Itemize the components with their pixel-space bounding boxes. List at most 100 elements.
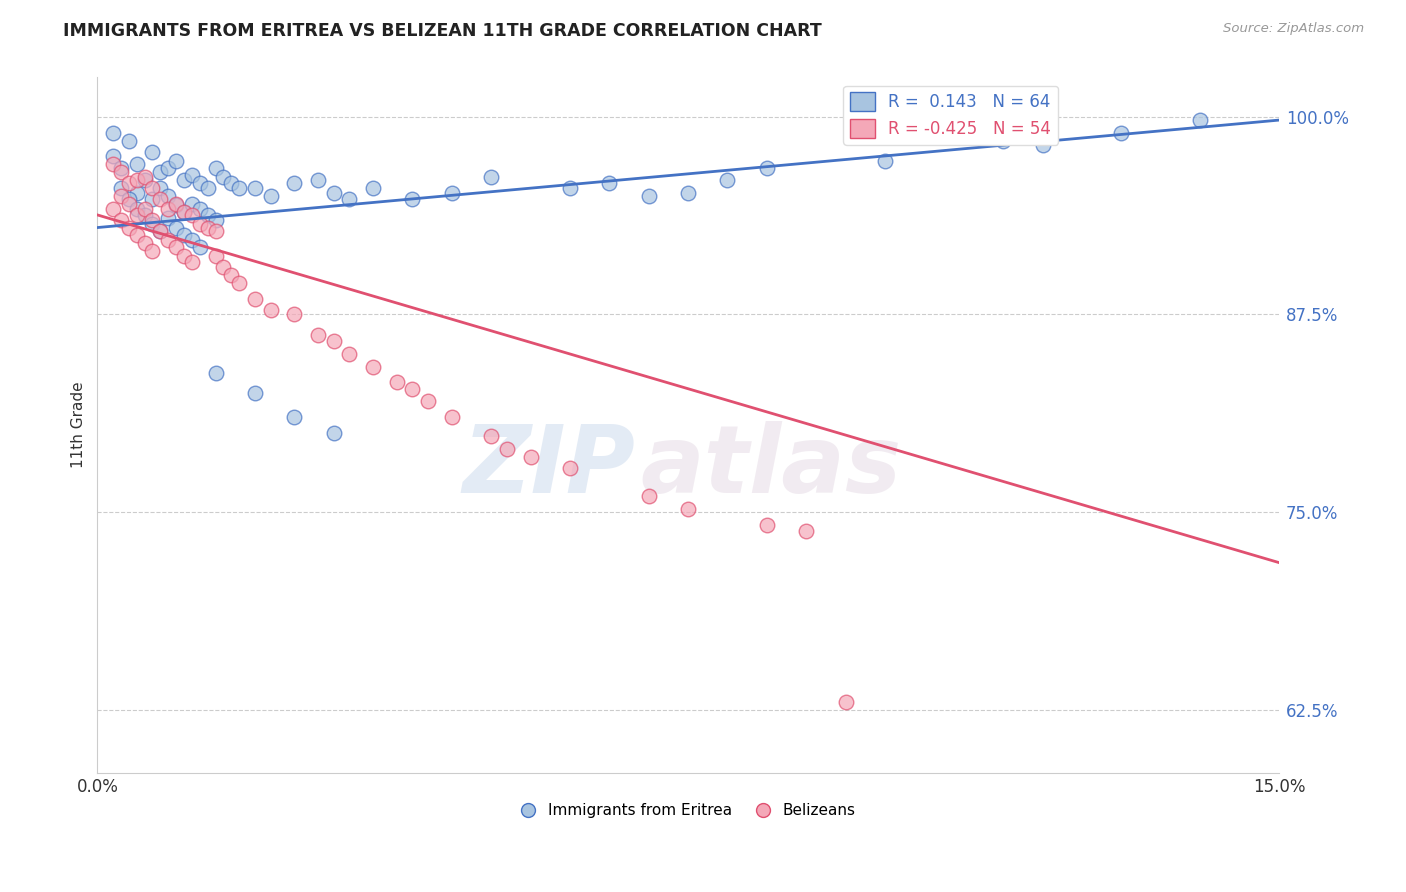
Point	[180, 197, 202, 211]
Point	[1111, 126, 1133, 140]
Point	[755, 161, 778, 175]
Point	[339, 192, 361, 206]
Point	[637, 489, 659, 503]
Point	[101, 126, 124, 140]
Point	[141, 192, 163, 206]
Point	[157, 202, 180, 216]
Text: IMMIGRANTS FROM ERITREA VS BELIZEAN 11TH GRADE CORRELATION CHART: IMMIGRANTS FROM ERITREA VS BELIZEAN 11TH…	[63, 22, 823, 40]
Point	[440, 410, 463, 425]
Point	[180, 233, 202, 247]
Point	[173, 228, 195, 243]
Point	[755, 517, 778, 532]
Point	[1032, 138, 1054, 153]
Point	[418, 394, 440, 409]
Point	[993, 134, 1015, 148]
Point	[204, 224, 226, 238]
Point	[157, 211, 180, 225]
Point	[676, 501, 699, 516]
Point	[188, 239, 211, 253]
Point	[212, 169, 235, 184]
Point	[479, 169, 502, 184]
Point	[173, 173, 195, 187]
Point	[157, 189, 180, 203]
Point	[101, 202, 124, 216]
Point	[204, 161, 226, 175]
Point	[157, 233, 180, 247]
Point	[125, 228, 148, 243]
Point	[361, 359, 384, 374]
Point	[197, 220, 219, 235]
Point	[873, 154, 896, 169]
Point	[204, 249, 226, 263]
Point	[322, 334, 344, 349]
Point	[110, 165, 132, 179]
Point	[496, 442, 519, 456]
Point	[401, 192, 423, 206]
Point	[101, 149, 124, 163]
Point	[141, 212, 163, 227]
Point	[141, 181, 163, 195]
Point	[110, 181, 132, 195]
Point	[149, 224, 172, 238]
Point	[149, 224, 172, 238]
Point	[118, 197, 141, 211]
Point	[1189, 113, 1212, 128]
Point	[134, 208, 156, 222]
Point	[125, 157, 148, 171]
Point	[259, 189, 281, 203]
Point	[173, 204, 195, 219]
Point	[180, 169, 202, 183]
Point	[204, 366, 226, 380]
Text: Source: ZipAtlas.com: Source: ZipAtlas.com	[1223, 22, 1364, 36]
Point	[283, 177, 305, 191]
Point	[558, 181, 581, 195]
Point	[212, 260, 235, 274]
Point	[125, 202, 148, 216]
Point	[188, 218, 211, 232]
Point	[173, 204, 195, 219]
Point	[165, 154, 187, 169]
Point	[110, 212, 132, 227]
Point	[834, 695, 856, 709]
Point	[180, 255, 202, 269]
Point	[134, 169, 156, 184]
Point	[134, 202, 156, 216]
Point	[339, 347, 361, 361]
Point	[110, 189, 132, 203]
Point	[243, 292, 266, 306]
Legend: Immigrants from Eritrea, Belizeans: Immigrants from Eritrea, Belizeans	[515, 797, 862, 824]
Point	[134, 173, 156, 187]
Point	[118, 220, 141, 235]
Point	[519, 450, 541, 464]
Point	[165, 239, 187, 253]
Text: ZIP: ZIP	[463, 421, 636, 513]
Point	[307, 328, 329, 343]
Point	[157, 161, 180, 175]
Point	[110, 161, 132, 175]
Point	[794, 524, 817, 538]
Point	[219, 268, 242, 282]
Point	[180, 208, 202, 222]
Point	[165, 198, 187, 212]
Point	[307, 173, 329, 187]
Point	[197, 181, 219, 195]
Point	[165, 220, 187, 235]
Point	[219, 177, 242, 191]
Point	[188, 202, 211, 216]
Point	[361, 181, 384, 195]
Point	[165, 197, 187, 211]
Point	[322, 425, 344, 440]
Point	[188, 177, 211, 191]
Point	[598, 177, 620, 191]
Point	[125, 173, 148, 187]
Point	[228, 276, 250, 290]
Point	[440, 186, 463, 200]
Point	[716, 173, 738, 187]
Point	[204, 212, 226, 227]
Point	[228, 181, 250, 195]
Point	[149, 192, 172, 206]
Point	[141, 218, 163, 232]
Point	[149, 181, 172, 195]
Point	[149, 165, 172, 179]
Point	[101, 157, 124, 171]
